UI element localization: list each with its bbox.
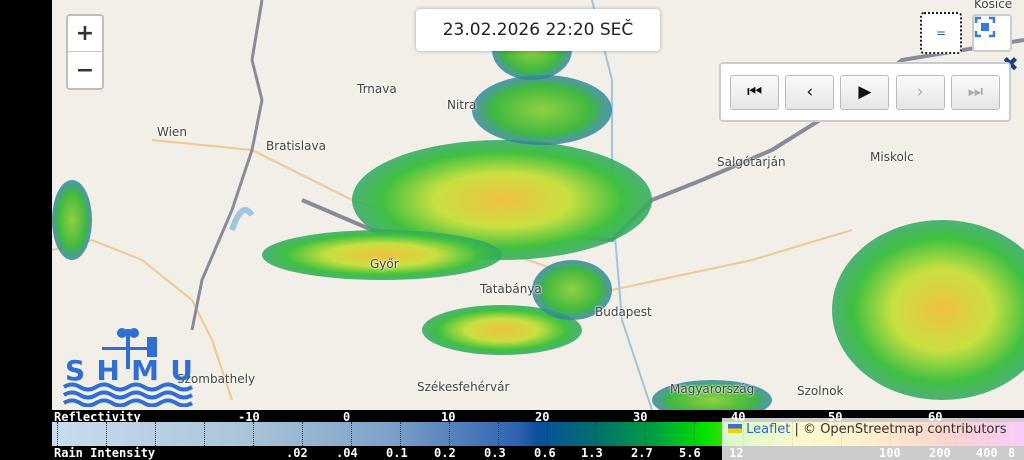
city-label: Győr <box>370 257 399 271</box>
reflectivity-tick: 30 <box>633 410 648 424</box>
reflectivity-tick: 10 <box>441 410 456 424</box>
city-label: Miskolc <box>870 150 914 164</box>
map-attribution: Leaflet | © OpenStreetmap contributors <box>722 418 1024 460</box>
fullscreen-icon <box>974 16 996 38</box>
map-base <box>52 0 1024 410</box>
scale-divider <box>57 422 58 446</box>
scale-divider <box>400 422 401 446</box>
city-label: Trnava <box>357 82 397 96</box>
reflectivity-title: Reflectivity <box>54 410 141 424</box>
scale-divider <box>253 422 254 446</box>
leaflet-link[interactable]: Leaflet <box>746 422 791 437</box>
rain-intensity-tick: 0.1 <box>386 446 408 460</box>
animation-player: ⏮ ‹ ▶ › ⏭ <box>719 62 1011 122</box>
fullscreen-button[interactable] <box>972 14 1012 52</box>
reflectivity-tick: -10 <box>238 410 260 424</box>
city-label: Budapest <box>595 305 652 319</box>
first-frame-button[interactable]: ⏮ <box>730 74 780 110</box>
previous-frame-button[interactable]: ‹ <box>785 74 835 110</box>
scale-divider <box>204 422 205 446</box>
scale-divider <box>694 422 695 446</box>
reflectivity-tick: 20 <box>535 410 550 424</box>
rain-intensity-tick: 5.6 <box>679 446 701 460</box>
city-label: Magyarország <box>670 382 755 396</box>
scale-divider <box>351 422 352 446</box>
city-label: Košice <box>974 0 1013 11</box>
scale-divider <box>547 422 548 446</box>
attribution-text: | © OpenStreetmap contributors <box>794 422 1007 437</box>
rain-intensity-tick: .04 <box>336 446 358 460</box>
rain-intensity-tick: 2.7 <box>631 446 653 460</box>
radar-map[interactable]: Košice Miskolc Salgótarján Trnava Nitra … <box>52 0 1024 410</box>
rain-intensity-title: Rain Intensity <box>54 446 156 460</box>
scale-divider <box>155 422 156 446</box>
city-label: Wien <box>157 125 187 139</box>
city-label: Bratislava <box>266 139 326 153</box>
city-label: Szolnok <box>797 384 844 398</box>
city-label: Székesfehérvár <box>417 380 510 394</box>
rain-intensity-tick: 0.6 <box>534 446 556 460</box>
ukraine-flag-icon <box>728 424 742 433</box>
rain-intensity-tick: 1.3 <box>581 446 603 460</box>
city-label: Salgótarján <box>717 155 786 169</box>
layer-toggle-button[interactable]: = <box>920 12 962 54</box>
reflectivity-tick: 0 <box>343 410 351 424</box>
city-label: Tatabánya <box>480 282 542 296</box>
scale-divider <box>645 422 646 446</box>
zoom-in-button[interactable]: + <box>68 16 102 52</box>
scale-divider <box>302 422 303 446</box>
rain-intensity-tick: .02 <box>286 446 308 460</box>
city-label: Nitra <box>447 98 477 112</box>
scale-divider <box>596 422 597 446</box>
zoom-control: + − <box>66 14 104 90</box>
timestamp-display: 23.02.2026 22:20 SEČ <box>416 9 660 51</box>
city-label: Szombathely <box>177 372 256 386</box>
scale-divider <box>449 422 450 446</box>
rain-intensity-tick: 0.2 <box>434 446 456 460</box>
rain-intensity-tick: 0.3 <box>484 446 506 460</box>
scale-divider <box>106 422 107 446</box>
scale-divider <box>498 422 499 446</box>
zoom-out-button[interactable]: − <box>75 57 95 83</box>
next-frame-button[interactable]: › <box>895 74 945 110</box>
play-button[interactable]: ▶ <box>840 74 890 110</box>
last-frame-button[interactable]: ⏭ <box>950 74 1000 110</box>
